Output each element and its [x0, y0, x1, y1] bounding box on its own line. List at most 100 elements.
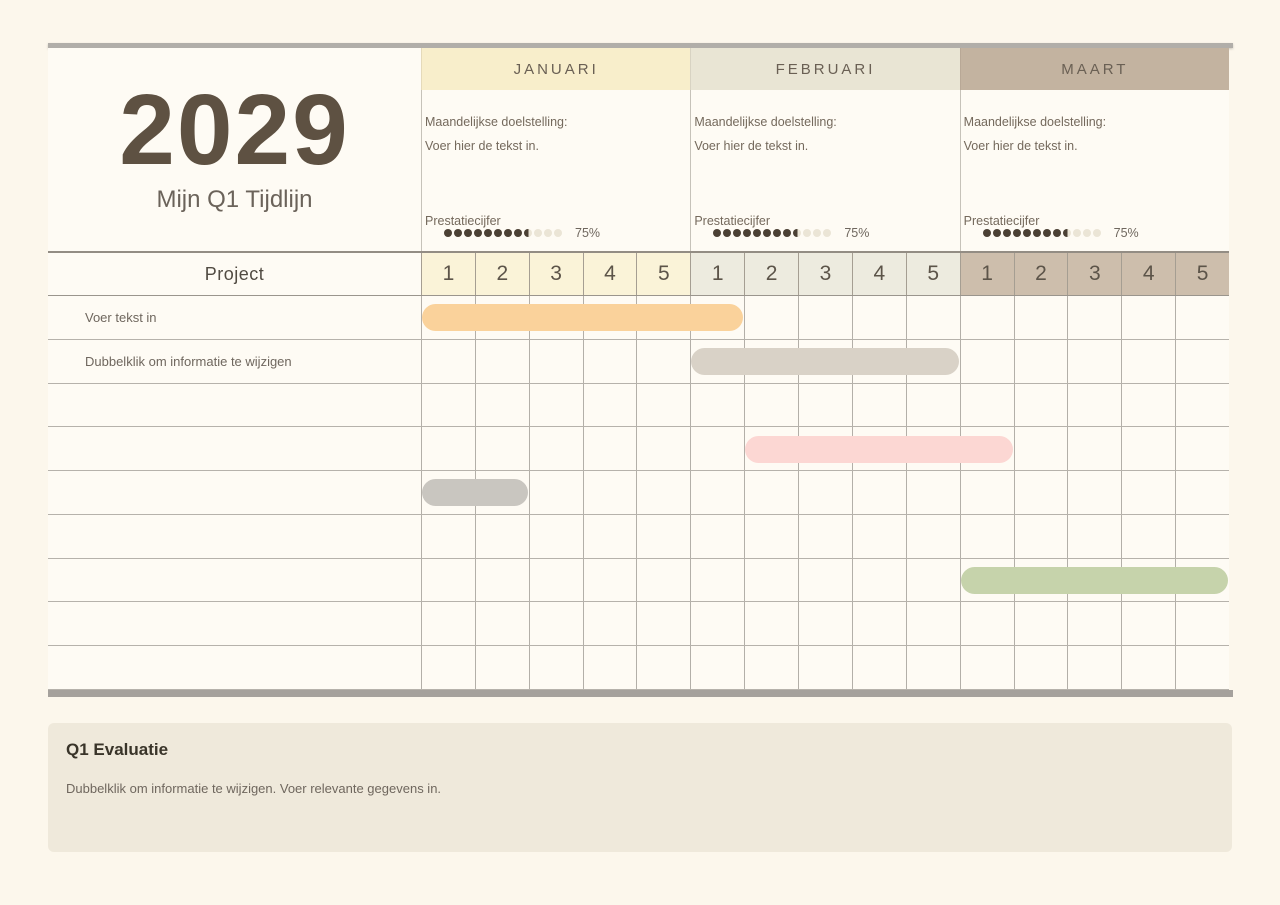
month-header[interactable]: FEBRUARI — [690, 48, 960, 90]
timeline-bar[interactable] — [422, 304, 744, 332]
grid-cell — [1175, 471, 1229, 514]
timeline-bar[interactable] — [745, 435, 1013, 463]
grid-cell — [582, 383, 637, 427]
row-label[interactable] — [48, 384, 421, 427]
week-number-cell: 3 — [798, 253, 852, 295]
evaluation-title[interactable]: Q1 Evaluatie — [66, 740, 169, 759]
grid-cell — [582, 339, 637, 383]
grid-cell — [421, 383, 475, 427]
row-label[interactable]: Dubbelklik om informatie te wijzigen — [85, 353, 292, 369]
grid-cell — [905, 514, 960, 558]
score-dot — [793, 229, 802, 237]
grid-cell — [1013, 296, 1068, 339]
score-label[interactable]: Prestatiecijfer — [694, 214, 771, 228]
grid-cell — [798, 646, 852, 689]
table-row — [48, 471, 1229, 515]
score-dot — [464, 229, 472, 237]
score-block: Prestatiecijfer 75% — [425, 214, 600, 240]
grid-cell — [798, 602, 852, 646]
goal-text-block[interactable]: Maandelijkse doelstelling: Voer hier de t… — [964, 110, 1106, 158]
score-dot — [773, 229, 782, 237]
grid-cell — [1067, 514, 1121, 558]
score-dots: 75% — [444, 226, 600, 240]
grid-cell — [744, 602, 798, 646]
goal-label[interactable]: Maandelijkse doelstelling: — [694, 115, 837, 129]
score-dot — [454, 229, 462, 237]
goal-placeholder-text[interactable]: Voer hier de tekst in. — [963, 139, 1078, 153]
row-label[interactable] — [48, 602, 421, 645]
grid-cell — [582, 602, 637, 646]
year-title[interactable]: 2029 — [119, 74, 350, 186]
row-label[interactable] — [48, 559, 421, 602]
score-dot — [723, 229, 732, 237]
week-number-cell: 4 — [851, 253, 906, 295]
score-label[interactable]: Prestatiecijfer — [963, 214, 1040, 228]
month-header[interactable]: MAART — [959, 48, 1229, 90]
grid-cell — [798, 514, 852, 558]
grid-cell — [851, 646, 906, 689]
timeline-bar[interactable] — [422, 479, 528, 507]
grid-cell — [474, 602, 529, 646]
row-label[interactable]: Voer tekst in — [85, 309, 157, 325]
grid-cell — [851, 514, 906, 558]
grid-cell — [744, 383, 798, 427]
grid-cell — [528, 514, 583, 558]
grid-cell — [1175, 339, 1229, 383]
grid-cell — [1013, 383, 1068, 427]
score-dot — [544, 229, 552, 237]
grid-cell — [421, 296, 475, 339]
page-subtitle[interactable]: Mijn Q1 Tijdlijn — [156, 186, 313, 213]
score-percent[interactable]: 75% — [844, 226, 870, 240]
grid-cell — [959, 558, 1014, 602]
grid-cell — [690, 427, 744, 471]
score-label[interactable]: Prestatiecijfer — [425, 214, 501, 228]
table-row: Dubbelklik om informatie te wijzigen — [48, 339, 1229, 384]
grid-cell — [1121, 339, 1175, 383]
bottom-divider-bar — [48, 690, 1233, 697]
grid-cell — [636, 427, 690, 471]
week-number-cell: 3 — [528, 253, 583, 295]
table-row: Voer tekst in — [48, 296, 1229, 340]
grid-cell — [421, 558, 475, 602]
grid-cell — [851, 558, 906, 602]
grid-cell — [582, 427, 637, 471]
evaluation-text[interactable]: Dubbelklik om informatie te wijzigen. Vo… — [66, 781, 442, 796]
goal-placeholder-text[interactable]: Voer hier de tekst in. — [425, 139, 539, 153]
goal-placeholder-text[interactable]: Voer hier de tekst in. — [694, 139, 809, 153]
score-dot — [1082, 229, 1091, 237]
grid-cell — [1175, 646, 1229, 689]
timeline-table: 2029 Mijn Q1 Tijdlijn JANUARI Maandelijks… — [48, 48, 1229, 690]
grid-cell — [1067, 383, 1121, 427]
table-row — [48, 383, 1229, 428]
row-label[interactable] — [48, 646, 421, 689]
month-goal-cell: Maandelijkse doelstelling: Voer hier de t… — [421, 90, 690, 251]
month-header[interactable]: JANUARI — [421, 48, 691, 90]
grid-cell — [1067, 646, 1121, 689]
goal-text-block[interactable]: Maandelijkse doelstelling: Voer hier de t… — [425, 110, 567, 158]
timeline-bar[interactable] — [960, 567, 1228, 595]
project-column-header[interactable]: Project — [204, 263, 265, 284]
grid-cell — [851, 471, 906, 514]
score-dot — [474, 229, 482, 237]
score-dot — [444, 229, 452, 237]
goal-text-block[interactable]: Maandelijkse doelstelling: Voer hier de t… — [694, 110, 836, 158]
grid-cell — [474, 558, 529, 602]
row-label[interactable] — [48, 471, 421, 514]
grid-cell — [636, 471, 690, 514]
score-percent[interactable]: 75% — [1113, 226, 1139, 240]
timeline-bar[interactable] — [691, 348, 959, 376]
goal-label[interactable]: Maandelijkse doelstelling: — [963, 115, 1107, 129]
row-label[interactable] — [48, 427, 421, 470]
month-goal-cell: Maandelijkse doelstelling: Voer hier de t… — [690, 90, 959, 251]
week-number-cell: 4 — [1121, 253, 1176, 295]
grid-cell — [1121, 427, 1175, 471]
grid-cell — [1013, 339, 1068, 383]
score-dot — [753, 229, 762, 237]
goal-label[interactable]: Maandelijkse doelstelling: — [425, 115, 568, 129]
grid-cell — [798, 296, 852, 339]
row-label[interactable] — [48, 515, 421, 558]
score-percent[interactable]: 75% — [575, 226, 601, 240]
week-number-cell: 2 — [474, 253, 529, 295]
score-dot — [1002, 229, 1011, 237]
